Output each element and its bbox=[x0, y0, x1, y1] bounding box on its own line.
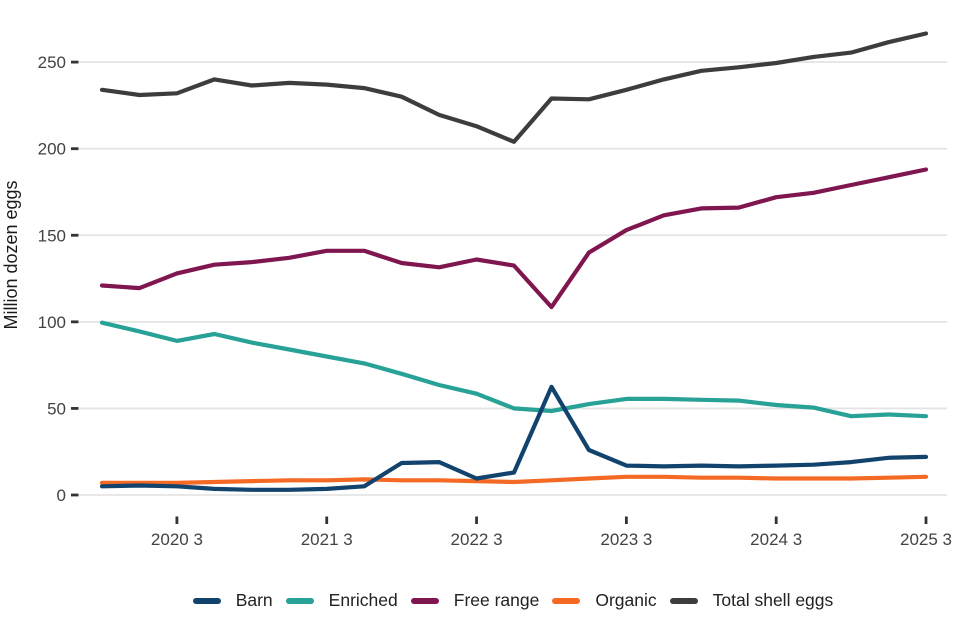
y-tick-label-50: 50 bbox=[47, 399, 66, 418]
legend-item-total-shell-eggs: Total shell eggs bbox=[669, 590, 834, 611]
legend-label-free-range: Free range bbox=[453, 590, 540, 611]
legend-label-enriched: Enriched bbox=[328, 590, 398, 611]
x-tick-label-2022-3: 2022 3 bbox=[451, 530, 503, 549]
legend-item-barn: Barn bbox=[192, 590, 273, 611]
series-line-free-range bbox=[99, 167, 929, 310]
legend-label-total-shell-eggs: Total shell eggs bbox=[712, 590, 834, 611]
grid-layer bbox=[79, 61, 947, 496]
series-line-barn bbox=[99, 384, 929, 492]
series-line-total-shell-eggs bbox=[99, 31, 929, 144]
legend-swatch-total-shell-eggs bbox=[669, 598, 698, 604]
y-tick-label-150: 150 bbox=[38, 226, 66, 245]
legend-label-organic: Organic bbox=[595, 590, 657, 611]
y-tick-label-0: 0 bbox=[57, 486, 66, 505]
x-tick-label-2021-3: 2021 3 bbox=[301, 530, 353, 549]
series-layer bbox=[99, 31, 929, 492]
legend: Barn Enriched Free range Organic Total shell… bbox=[79, 588, 947, 614]
x-tick-label-2020-3: 2020 3 bbox=[151, 530, 203, 549]
legend-item-organic: Organic bbox=[552, 590, 657, 611]
legend-item-enriched: Enriched bbox=[285, 590, 398, 611]
series-line-organic bbox=[99, 474, 929, 485]
x-tick-label-2024-3: 2024 3 bbox=[750, 530, 802, 549]
series-line-enriched bbox=[99, 320, 929, 419]
y-axis-title: Million dozen eggs bbox=[1, 180, 21, 329]
legend-swatch-free-range bbox=[410, 598, 439, 604]
line-chart: Million dozen eggs 0 50 100 150 200 250 2020 3… bbox=[1, 31, 952, 549]
legend-item-free-range: Free range bbox=[410, 590, 540, 611]
axis-layer: Million dozen eggs 0 50 100 150 200 250 2020 3… bbox=[1, 53, 952, 549]
legend-label-barn: Barn bbox=[235, 590, 273, 611]
x-tick-label-2023-3: 2023 3 bbox=[600, 530, 652, 549]
y-tick-label-100: 100 bbox=[38, 313, 66, 332]
legend-swatch-organic bbox=[552, 598, 581, 604]
y-tick-label-200: 200 bbox=[38, 140, 66, 159]
x-tick-label-2025-3: 2025 3 bbox=[900, 530, 952, 549]
y-tick-label-250: 250 bbox=[38, 53, 66, 72]
legend-swatch-enriched bbox=[285, 598, 314, 604]
legend-swatch-barn bbox=[192, 598, 221, 604]
